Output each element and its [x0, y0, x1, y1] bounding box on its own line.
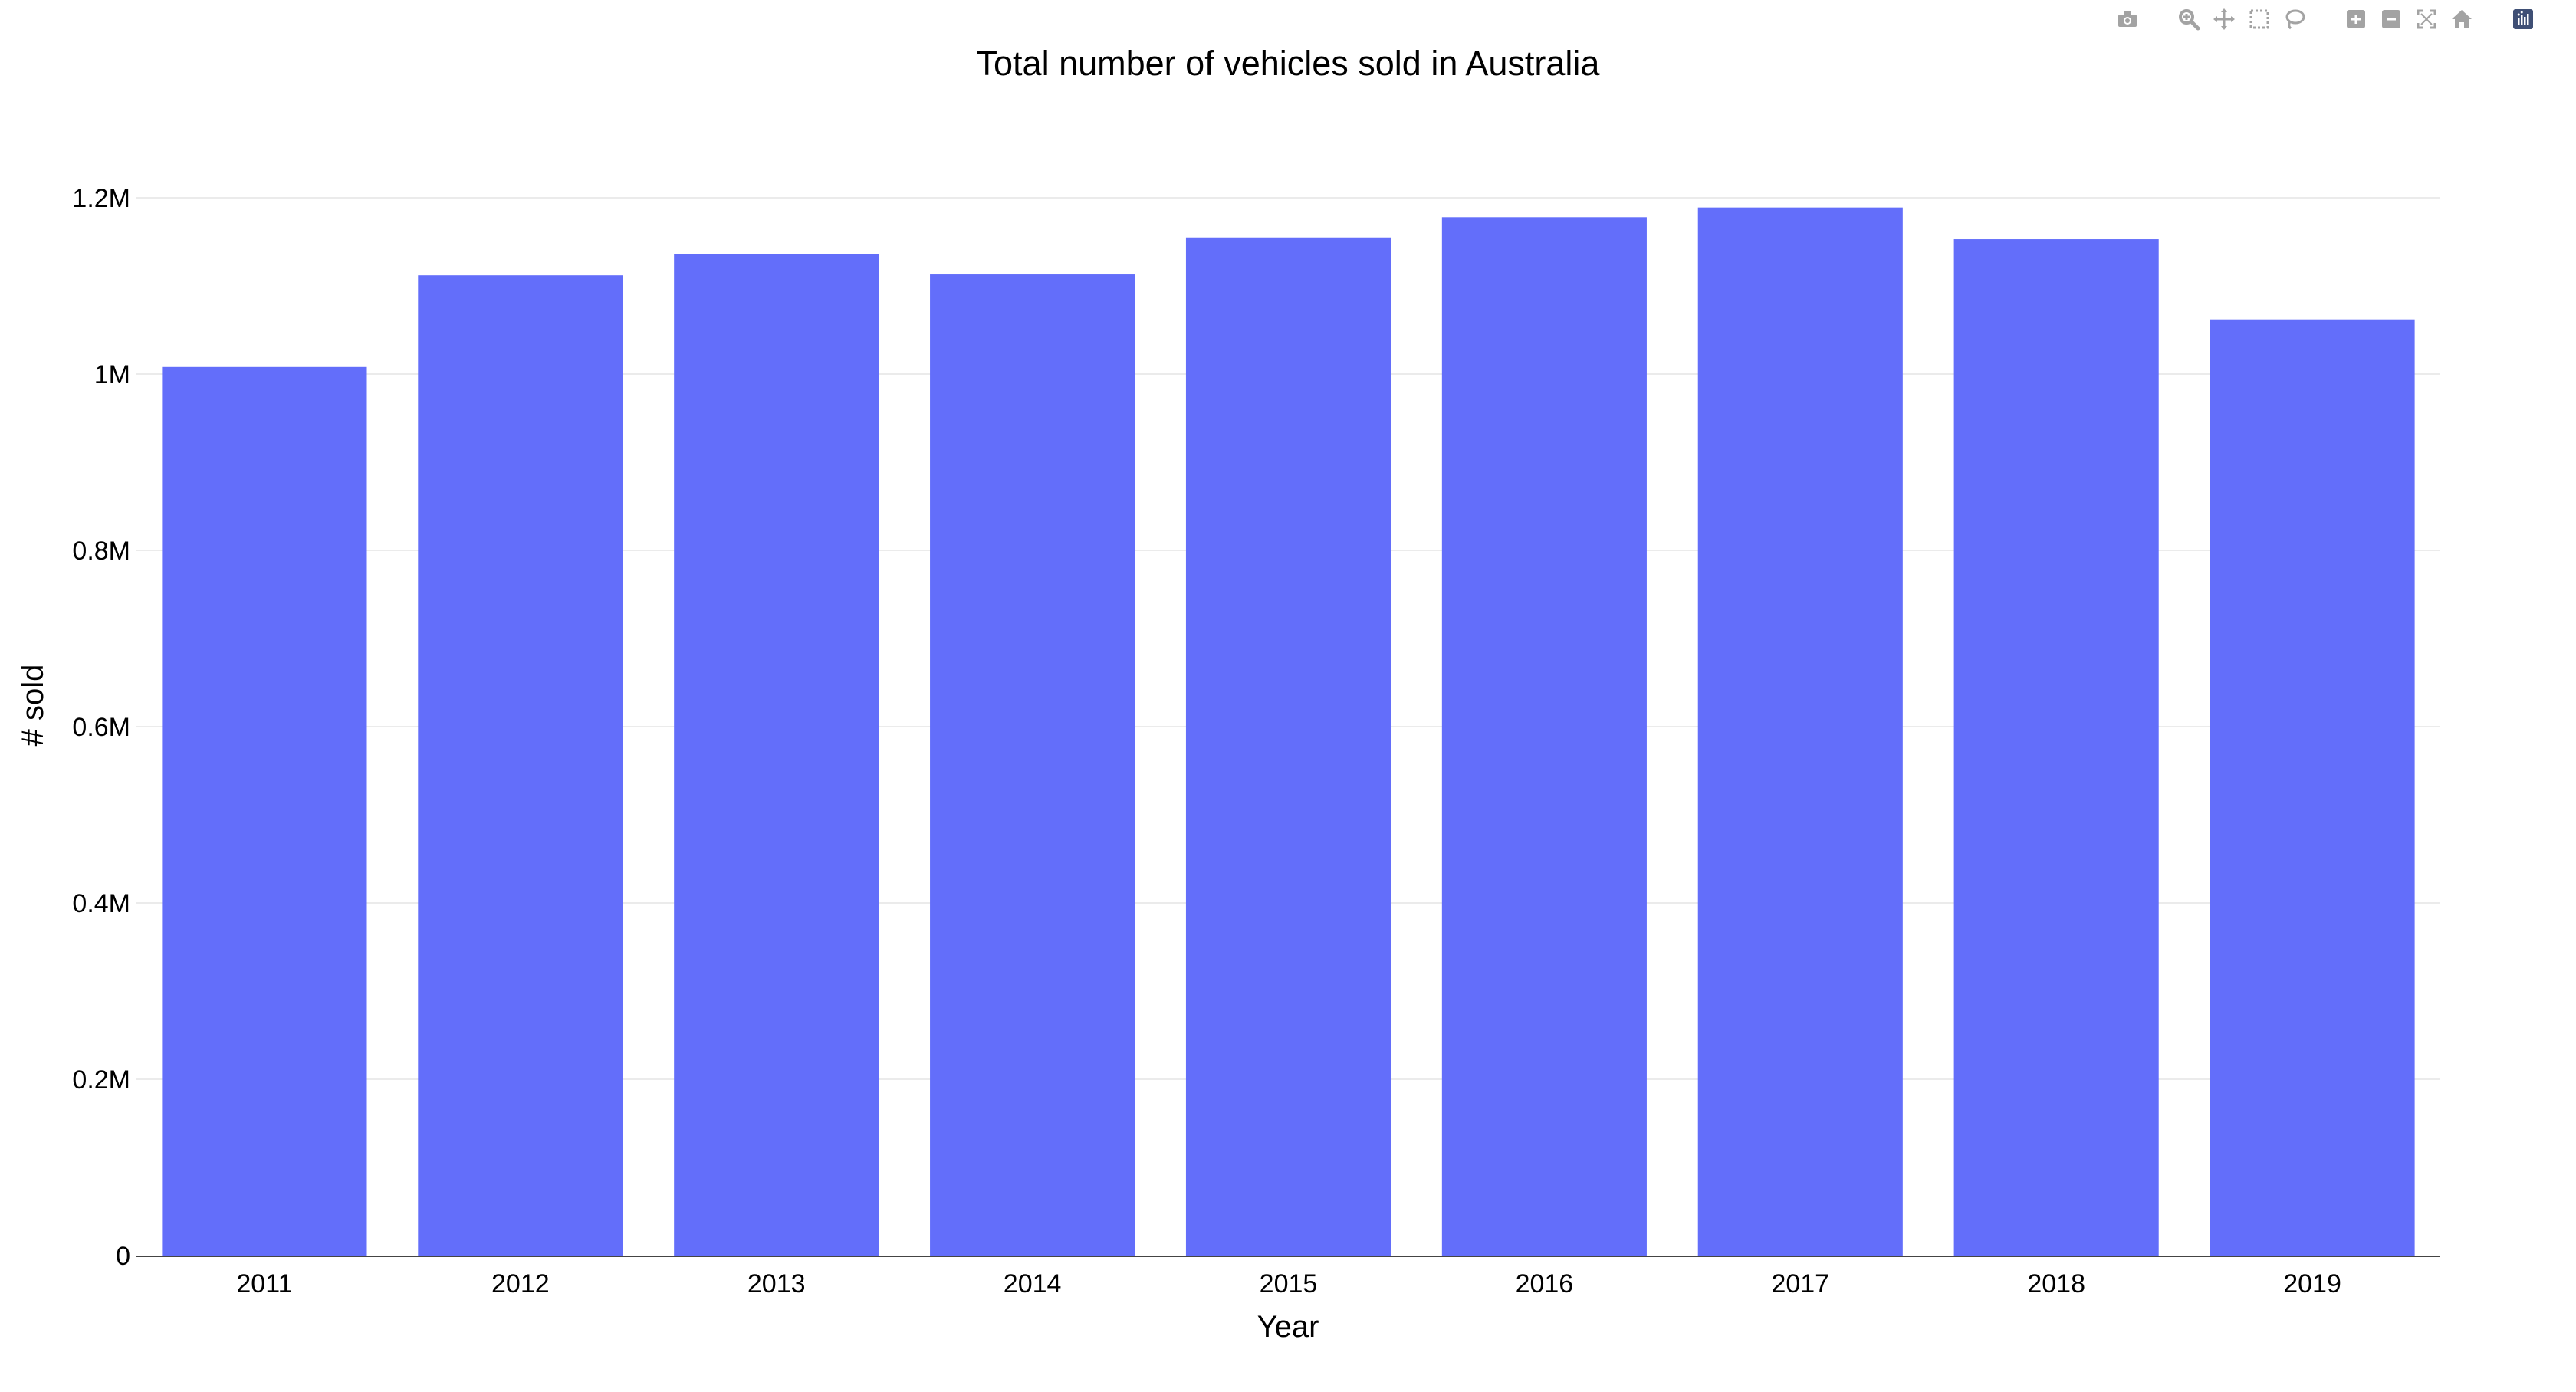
x-tick-label: 2017 — [1771, 1269, 1829, 1298]
box-select-icon — [2248, 8, 2271, 31]
y-tick-label: 0.2M — [72, 1065, 130, 1095]
bar-2012[interactable] — [418, 275, 623, 1256]
plotly-logo-icon — [2512, 8, 2535, 31]
x-tick-label: 2018 — [2027, 1269, 2085, 1298]
x-tick-label: 2014 — [1004, 1269, 1062, 1298]
x-tick-label: 2011 — [236, 1269, 292, 1298]
bar-2013[interactable] — [674, 254, 879, 1256]
x-tick-label: 2019 — [2283, 1269, 2341, 1298]
zoom-button[interactable] — [2171, 6, 2206, 32]
x-tick-labels: 2011 2012 2013 2014 2015 2016 2017 2018 2019 — [236, 1269, 2341, 1298]
zoom-in-button[interactable] — [2338, 6, 2374, 32]
zoom-icon — [2177, 8, 2200, 31]
reset-axes-icon — [2450, 8, 2473, 31]
y-axis-label: # sold — [16, 665, 50, 747]
y-tick-label: 0.6M — [72, 713, 130, 742]
zoom-out-icon — [2380, 8, 2403, 31]
bars — [162, 208, 2414, 1256]
camera-icon — [2116, 8, 2139, 31]
autoscale-button[interactable] — [2409, 6, 2444, 32]
y-tick-labels: 0 0.2M 0.4M 0.6M 0.8M 1M 1.2M — [72, 184, 130, 1271]
autoscale-icon — [2415, 8, 2438, 31]
bar-2011[interactable] — [162, 367, 366, 1256]
reset-axes-button[interactable] — [2444, 6, 2479, 32]
y-tick-label: 0.4M — [72, 889, 130, 918]
modebar — [2084, 6, 2541, 32]
bar-2019[interactable] — [2210, 320, 2415, 1256]
chart-title: Total number of vehicles sold in Austral… — [977, 44, 1601, 83]
y-tick-label: 0.8M — [72, 537, 130, 566]
x-tick-label: 2012 — [491, 1269, 550, 1298]
y-tick-label: 1.2M — [72, 184, 130, 213]
zoom-in-icon — [2344, 8, 2367, 31]
x-tick-label: 2013 — [748, 1269, 806, 1298]
x-tick-label: 2016 — [1516, 1269, 1574, 1298]
pan-icon — [2213, 8, 2236, 31]
plotly-logo-button[interactable] — [2505, 6, 2541, 32]
bar-2016[interactable] — [1442, 217, 1647, 1256]
y-tick-label: 0 — [116, 1242, 130, 1271]
x-tick-label: 2015 — [1260, 1269, 1318, 1298]
bar-2017[interactable] — [1698, 208, 1903, 1256]
y-tick-label: 1M — [94, 360, 130, 389]
modebar-group-drag — [2171, 6, 2312, 32]
camera-button[interactable] — [2110, 6, 2145, 32]
modebar-group-export — [2110, 6, 2145, 32]
x-axis-label: Year — [1257, 1310, 1319, 1344]
lasso-select-icon — [2283, 8, 2306, 31]
bar-2015[interactable] — [1186, 238, 1391, 1256]
bar-2014[interactable] — [930, 274, 1135, 1256]
lasso-select-button[interactable] — [2277, 6, 2312, 32]
zoom-out-button[interactable] — [2374, 6, 2409, 32]
modebar-group-logo — [2505, 6, 2541, 32]
box-select-button[interactable] — [2242, 6, 2277, 32]
pan-button[interactable] — [2206, 6, 2242, 32]
bar-2018[interactable] — [1954, 239, 2159, 1256]
modebar-group-zoom — [2338, 6, 2479, 32]
